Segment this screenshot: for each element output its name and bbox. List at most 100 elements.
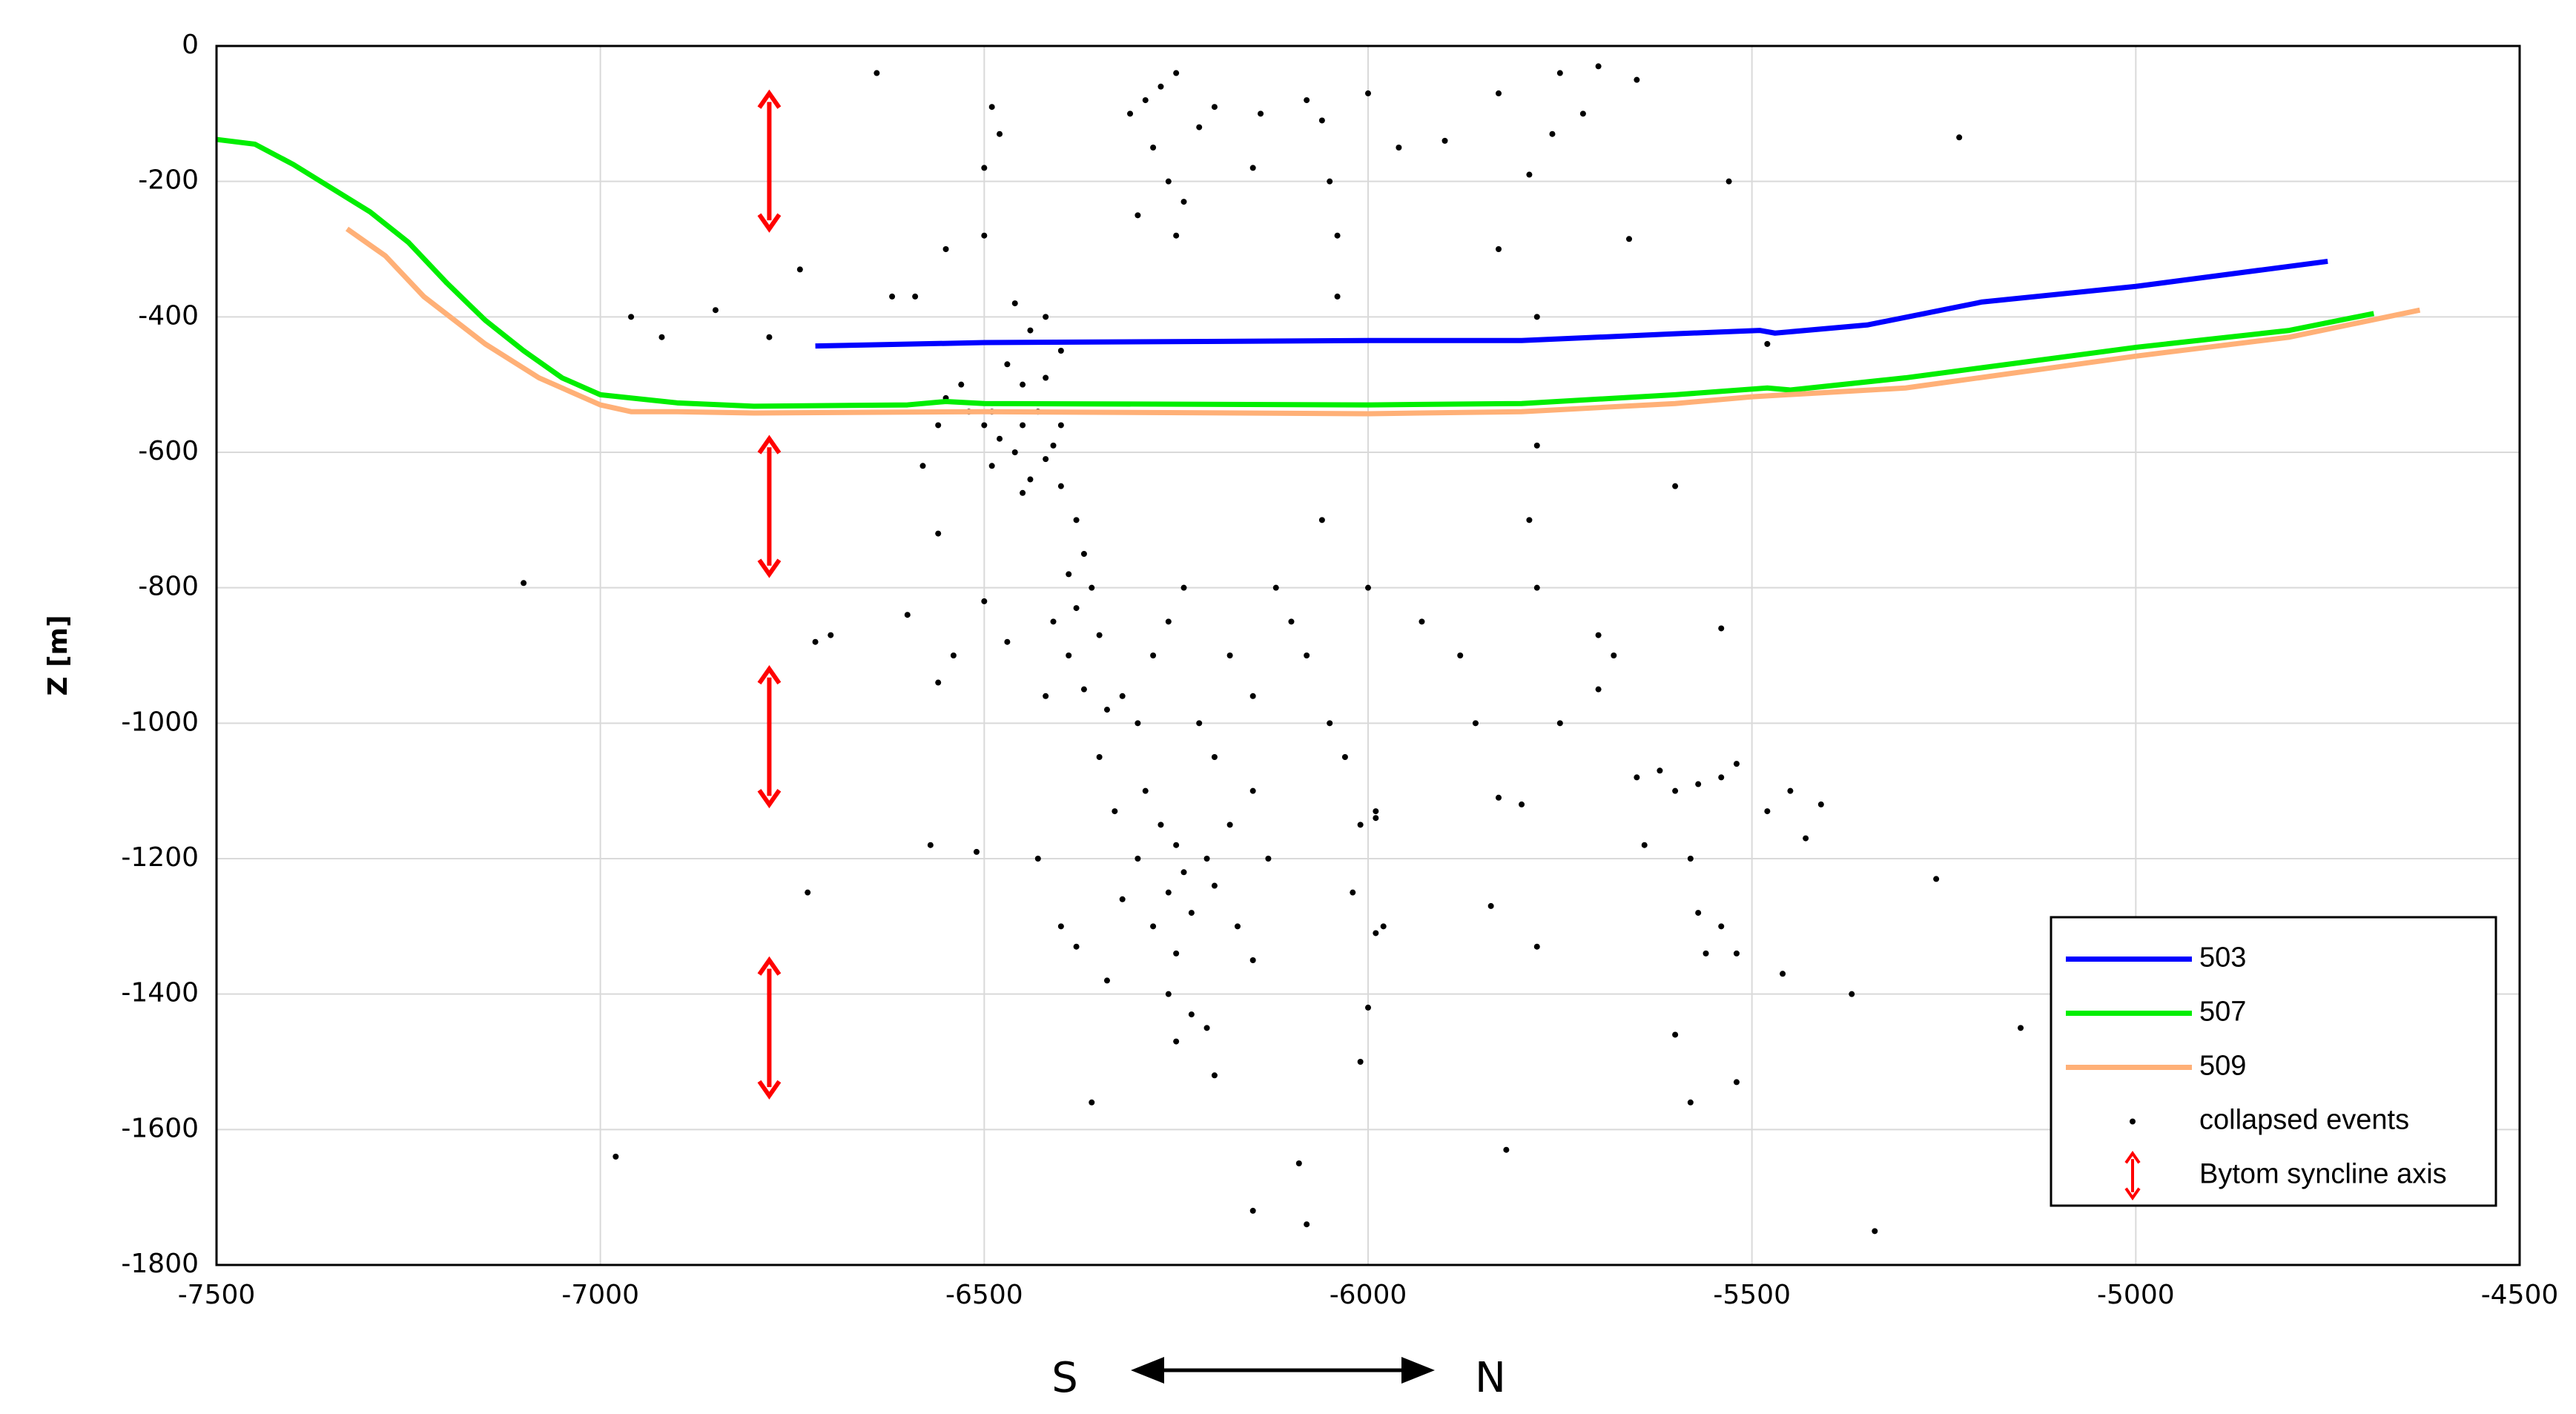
legend-label: collapsed events: [2199, 1105, 2409, 1136]
legend-swatch: [2130, 1118, 2136, 1125]
event-point: [1173, 950, 1180, 957]
event-point: [919, 463, 926, 469]
event-point: [1057, 348, 1064, 354]
y-tick-label: -1400: [121, 978, 199, 1008]
event-point: [1487, 902, 1494, 909]
event-point: [1057, 483, 1064, 489]
event-point: [873, 70, 880, 76]
event-point: [712, 307, 719, 314]
event-point: [1373, 930, 1379, 936]
event-point: [1020, 422, 1026, 429]
event-point: [1441, 137, 1448, 144]
event-point: [1672, 483, 1679, 489]
event-point: [1157, 83, 1164, 90]
event-point: [1066, 571, 1072, 578]
event-point: [1127, 110, 1134, 117]
event-point: [1556, 70, 1563, 76]
event-point: [1249, 1207, 1256, 1214]
event-point: [988, 104, 995, 110]
event-point: [1020, 381, 1026, 388]
event-point: [1373, 808, 1379, 815]
event-point: [1011, 300, 1018, 307]
event-point: [1295, 1160, 1302, 1166]
event-point: [1703, 950, 1709, 957]
event-point: [1135, 720, 1141, 727]
event-point: [1080, 686, 1087, 693]
event-point: [1165, 618, 1172, 625]
event-point: [997, 435, 1003, 442]
event-point: [812, 638, 819, 645]
series-line: [345, 226, 2421, 417]
x-tick-label: -4500: [2481, 1280, 2559, 1310]
event-point: [1272, 584, 1279, 591]
event-point: [942, 246, 949, 252]
event-point: [1073, 605, 1080, 612]
event-point: [1687, 856, 1694, 862]
event-point: [1526, 171, 1533, 178]
y-tick-label: -800: [138, 572, 199, 602]
event-point: [1733, 950, 1740, 957]
event-point: [1043, 314, 1049, 320]
event-point: [1533, 943, 1540, 950]
x-tick-label: -6500: [945, 1280, 1023, 1310]
event-point: [1226, 822, 1233, 828]
event-point: [1533, 442, 1540, 449]
event-point: [997, 131, 1003, 137]
event-point: [1211, 882, 1218, 889]
event-point: [1304, 653, 1310, 658]
event-point: [1043, 374, 1049, 381]
event-point: [1318, 517, 1325, 523]
legend-swatch-head: [2124, 1151, 2141, 1164]
event-point: [1004, 361, 1011, 368]
event-point: [1135, 212, 1141, 219]
series-line: [216, 136, 2374, 409]
event-point: [1011, 449, 1018, 455]
event-point: [1150, 653, 1157, 658]
syncline-axis-head: [757, 558, 782, 578]
event-point: [796, 266, 803, 273]
event-point: [1764, 340, 1771, 347]
event-point: [1373, 815, 1379, 822]
event-point: [1472, 720, 1479, 727]
event-point: [1043, 456, 1049, 463]
event-point: [1725, 178, 1732, 185]
event-point: [1050, 618, 1057, 625]
event-point: [612, 1153, 619, 1160]
event-point: [1258, 110, 1264, 117]
event-point: [889, 293, 896, 300]
event-point: [1817, 801, 1824, 807]
event-point: [1933, 876, 1940, 882]
event-point: [628, 314, 635, 320]
event-point: [1173, 842, 1180, 848]
event-point: [1249, 957, 1256, 963]
direction-left: S: [1051, 1354, 1078, 1402]
event-point: [1718, 625, 1725, 632]
syncline-arrow: [757, 956, 782, 1100]
event-point: [1165, 889, 1172, 896]
event-point: [1080, 551, 1087, 557]
event-point: [1318, 117, 1325, 124]
event-point: [521, 580, 527, 587]
event-point: [1304, 1221, 1310, 1228]
event-point: [1496, 794, 1502, 801]
event-point: [981, 165, 988, 171]
event-point: [1173, 70, 1180, 76]
event-point: [1073, 943, 1080, 950]
event-point: [1020, 489, 1026, 496]
event-point: [958, 381, 965, 388]
event-point: [1334, 232, 1341, 239]
syncline-arrow: [757, 89, 782, 233]
event-point: [1196, 124, 1203, 131]
y-axis-label: Z [m]: [43, 615, 73, 696]
x-tick-label: -5500: [1713, 1280, 1791, 1310]
event-point: [1641, 842, 1648, 848]
direction-arrow: [1131, 1357, 1435, 1384]
event-point: [1457, 653, 1464, 658]
legend-label: 507: [2199, 997, 2246, 1028]
event-point: [1027, 476, 1034, 483]
event-point: [1496, 90, 1502, 96]
event-point: [1956, 134, 1963, 141]
event-point: [1135, 856, 1141, 862]
event-point: [981, 598, 988, 604]
